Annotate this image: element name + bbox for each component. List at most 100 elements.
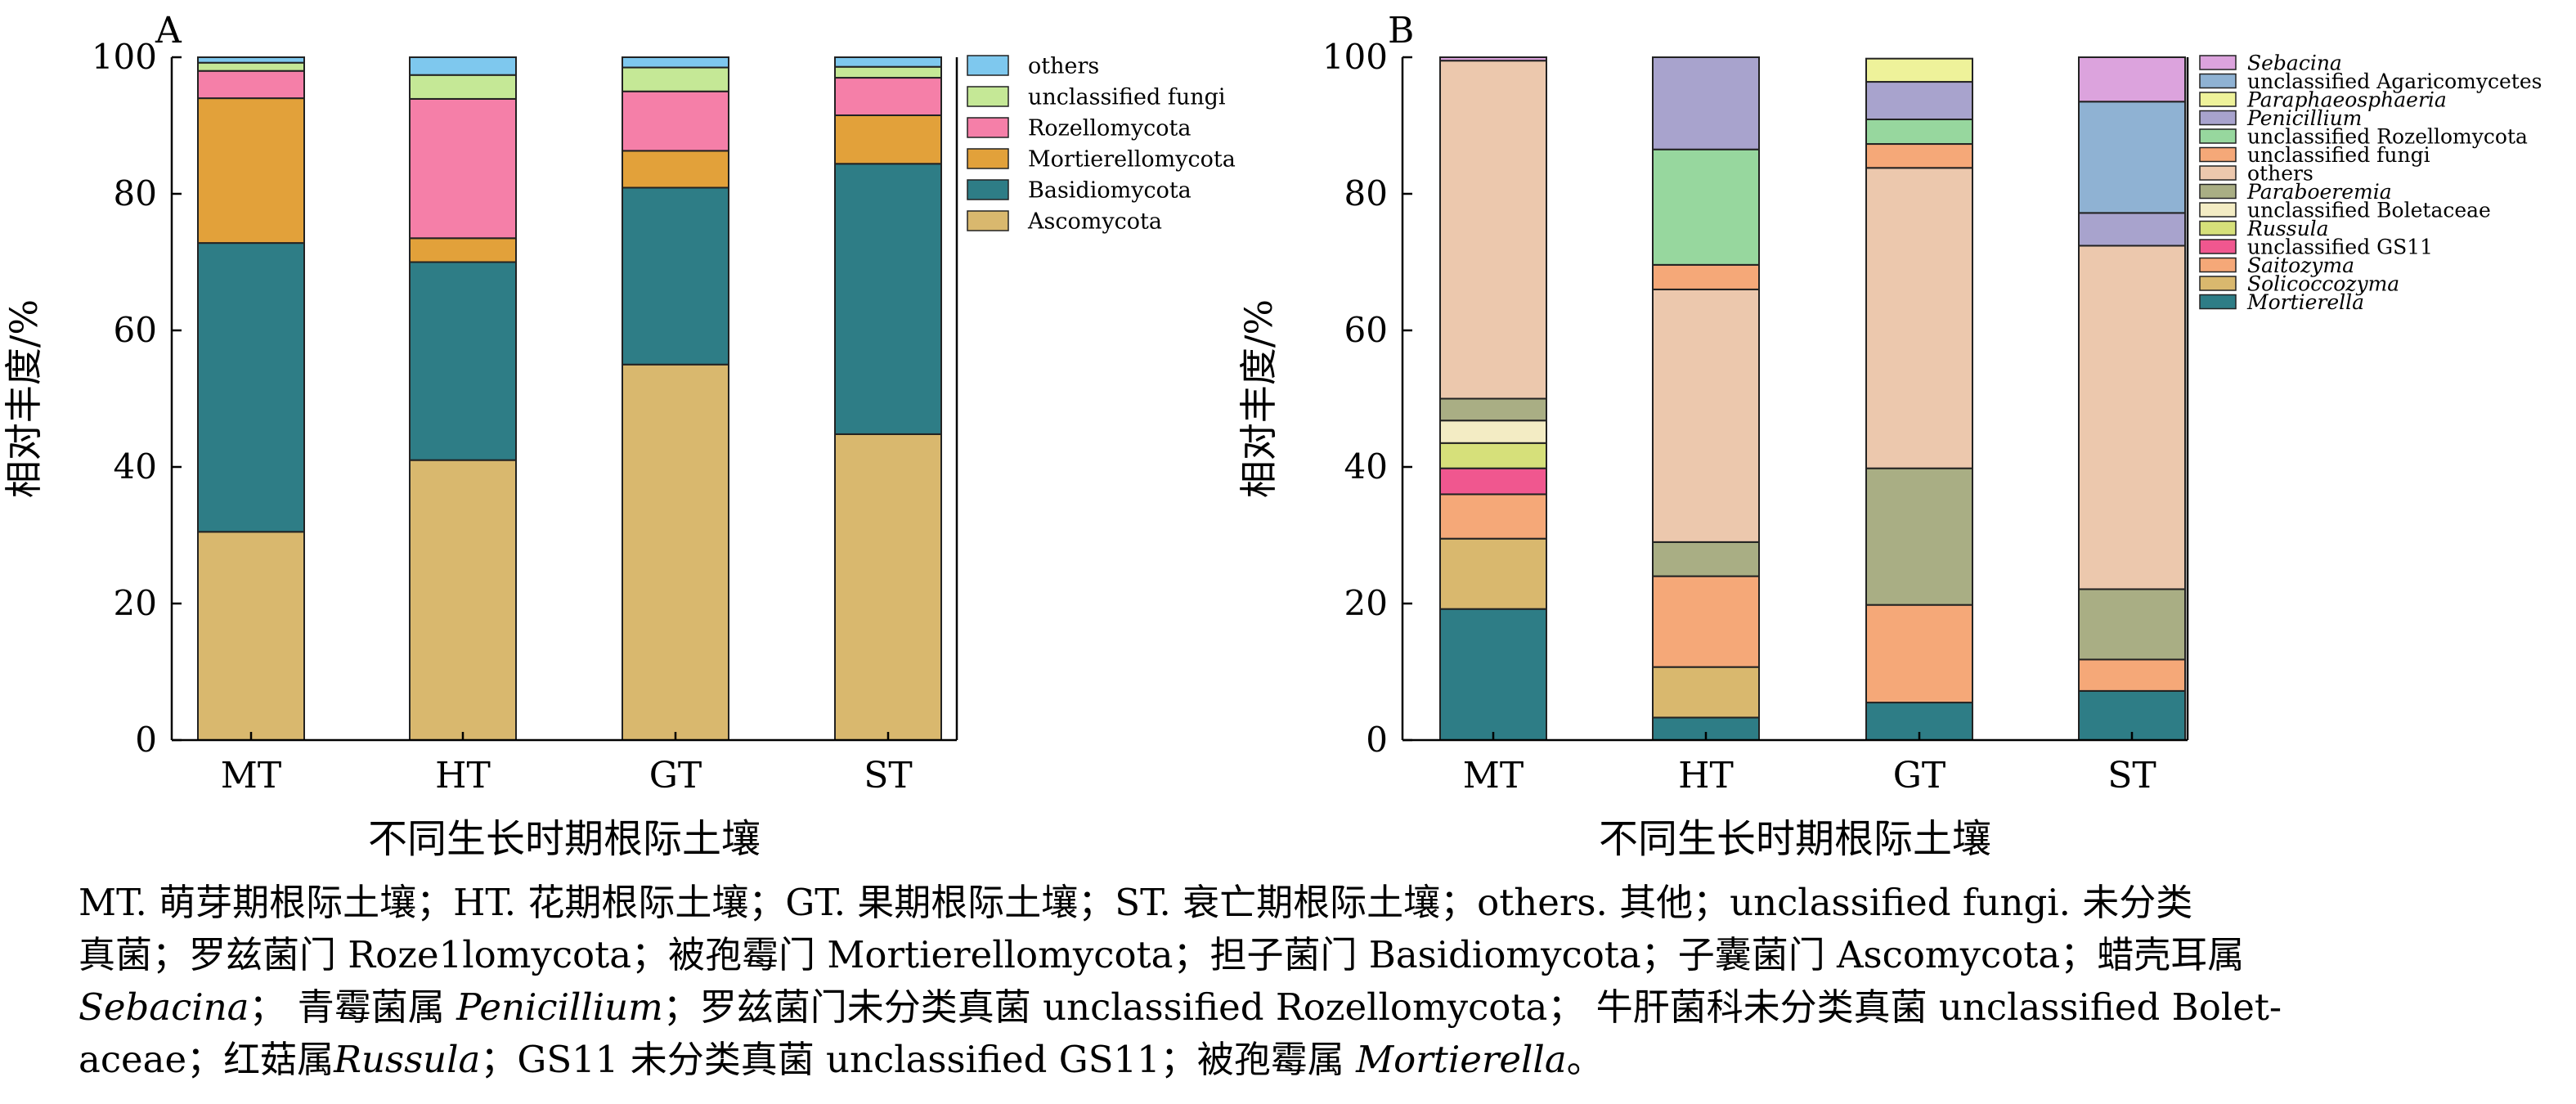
y-tick-label: 0	[1366, 720, 1388, 760]
y-tick-label: 100	[92, 37, 157, 77]
legend-swatch-unclassified-fungi	[2199, 146, 2237, 163]
bar-segment-mt-sebacina	[1439, 56, 1547, 62]
x-axis-label: 不同生长时期根际土壤	[368, 816, 761, 862]
x-tick-label: ST	[864, 755, 913, 797]
bar-segment-gt-ascomycota	[622, 363, 729, 741]
y-tick-label: 40	[114, 447, 157, 487]
bar-segment-ht-others	[409, 56, 517, 76]
legend-swatch-mortierella	[2199, 294, 2237, 310]
legend-swatch-unclassified-rozellomycota	[2199, 128, 2237, 144]
bar-segment-ht-penicillium	[1652, 56, 1760, 150]
bar-segment-st-basidiomycota	[834, 163, 942, 435]
caption-segment: 真菌；罗兹菌门 Roze1lomycota；被孢霉门 Mortierellomy…	[79, 933, 2245, 976]
legend-swatch-unclassified-boletaceae	[2199, 202, 2237, 218]
bar-segment-st-others	[2078, 245, 2186, 590]
bar-segment-ht-others	[1652, 288, 1760, 543]
legend-label-penicillium: Penicillium	[2246, 106, 2362, 130]
panel-a-chart: A 0 20 40 60 80 100 MT HT GT ST 不同生长时期根际土壤 相对丰度/% oth…	[2, 10, 1236, 862]
bar-segment-ht-unclassified-fungi	[1652, 263, 1760, 290]
legend-label-unclassified-fungi: unclassified fungi	[2247, 143, 2430, 167]
x-tick-label: MT	[1463, 755, 1524, 797]
y-tick-label: 60	[114, 310, 157, 350]
legend-swatch-solicoccozyma	[2199, 276, 2237, 291]
legend-swatch-paraboeremia	[2199, 183, 2237, 200]
bar-segment-gt-unclassified-fungi	[622, 66, 729, 92]
y-tick-label: 80	[1344, 173, 1388, 213]
bar-segment-mt-solicoccozyma	[1439, 537, 1547, 610]
bar-segment-mt-unclassified-boletaceae	[1439, 420, 1547, 444]
legend-swatch-mortierellomycota	[967, 148, 1009, 169]
legend-swatch-saitozyma	[2199, 257, 2237, 273]
bar-segment-gt-others	[1865, 167, 1973, 469]
legend-label-mortierellomycota: Mortierellomycota	[1028, 147, 1236, 173]
legend-label-saitozyma: Saitozyma	[2247, 254, 2354, 277]
bar-segment-ht-mortierellomycota	[409, 237, 517, 263]
legend-label-rozellomycota: Rozellomycota	[1028, 116, 1192, 141]
caption-line: aceae；红菇属Russula；GS11 未分类真菌 unclassified…	[79, 1034, 2499, 1086]
legend-swatch-others	[2199, 165, 2237, 181]
bar-segment-ht-ascomycota	[409, 459, 517, 742]
bar-segment-st-unclassified-fungi	[834, 65, 942, 79]
bar-segment-ht-rozellomycota	[409, 97, 517, 240]
bar-segment-mt-mortierellomycota	[197, 97, 305, 245]
legend-label-paraphaeosphaeria: Paraphaeosphaeria	[2246, 88, 2447, 112]
panel-label: A	[155, 10, 182, 52]
legend-label-russula: Russula	[2246, 217, 2329, 240]
bar-segment-ht-basidiomycota	[409, 261, 517, 461]
caption-segment: Mortierella	[1356, 1038, 1567, 1081]
caption-line: MT. 萌芽期根际土壤；HT. 花期根际土壤；GT. 果期根际土壤；ST. 衰亡…	[79, 877, 2499, 929]
figure-caption: MT. 萌芽期根际土壤；HT. 花期根际土壤；GT. 果期根际土壤；ST. 衰亡…	[79, 877, 2499, 1086]
bar-segment-st-others	[834, 56, 942, 68]
legend-swatch-ascomycota	[967, 210, 1009, 231]
bar-segment-ht-unclassified-rozellomycota	[1652, 148, 1760, 266]
legend-label-unclassified-fungi: unclassified fungi	[1028, 85, 1226, 110]
bar-segment-gt-mortierellomycota	[622, 150, 729, 189]
legend-swatch-unclassified-gs11	[2199, 239, 2237, 254]
legend-label-paraboeremia: Paraboeremia	[2246, 180, 2392, 204]
legend-swatch-unclassified-fungi	[967, 86, 1009, 107]
legend-label-others: others	[2247, 162, 2313, 186]
bar-segment-st-saitozyma	[2078, 658, 2186, 692]
y-axis-label: 相对丰度/%	[1236, 299, 1281, 498]
legend-label-unclassified-rozellomycota: unclassified Rozellomycota	[2247, 125, 2528, 149]
legend-swatch-others	[967, 55, 1009, 76]
bar-segment-gt-paraphaeosphaeria	[1865, 57, 1973, 83]
bar-segment-mt-saitozyma	[1439, 493, 1547, 540]
y-tick-label: 100	[1322, 37, 1388, 77]
bar-segment-st-mortierellomycota	[834, 114, 942, 165]
caption-segment: Sebacina	[79, 985, 249, 1029]
legend-swatch-russula	[2199, 220, 2237, 236]
bar-segment-gt-rozellomycota	[622, 90, 729, 152]
bar-segment-ht-unclassified-fungi	[409, 74, 517, 100]
legend-label-unclassified-boletaceae: unclassified Boletaceae	[2247, 199, 2491, 222]
legend-label-basidiomycota: Basidiomycota	[1028, 178, 1192, 204]
y-axis-label: 相对丰度/%	[2, 299, 46, 498]
bar-segment-mt-mortierella	[1439, 608, 1547, 741]
x-axis-label: 不同生长时期根际土壤	[1599, 816, 1991, 862]
bar-segment-gt-unclassified-rozellomycota	[1865, 118, 1973, 146]
bar-segment-gt-basidiomycota	[622, 186, 729, 366]
legend-swatch-basidiomycota	[967, 179, 1009, 200]
caption-segment: ；罗兹菌门未分类真菌 unclassified Rozellomycota； 牛…	[662, 985, 2282, 1029]
bar-segment-st-unclassified-agaricomycetes	[2078, 101, 2186, 214]
legend-swatch-rozellomycota	[967, 117, 1009, 138]
bar-segment-st-sebacina	[2078, 56, 2186, 103]
caption-segment: ；GS11 未分类真菌 unclassified GS11；被孢霉属	[480, 1038, 1357, 1081]
bar-segment-mt-russula	[1439, 442, 1547, 469]
y-tick-label: 80	[114, 173, 157, 213]
y-tick-label: 20	[114, 583, 157, 623]
bar-segment-ht-solicoccozyma	[1652, 666, 1760, 719]
bar-segment-gt-unclassified-fungi	[1865, 143, 1973, 169]
legend-swatch-penicillium	[2199, 110, 2237, 126]
legend-swatch-paraphaeosphaeria	[2199, 92, 2237, 107]
bar-segment-st-rozellomycota	[834, 77, 942, 116]
bar-segment-mt-ascomycota	[197, 531, 305, 742]
bar-segment-ht-paraboeremia	[1652, 541, 1760, 577]
bar-segment-mt-unclassified-fungi	[197, 61, 305, 72]
bar-segment-gt-others	[622, 56, 729, 69]
bar-segment-gt-saitozyma	[1865, 604, 1973, 704]
caption-segment: Penicillium	[456, 985, 663, 1029]
x-tick-label: HT	[435, 755, 491, 797]
bar-segment-st-paraboeremia	[2078, 588, 2186, 661]
